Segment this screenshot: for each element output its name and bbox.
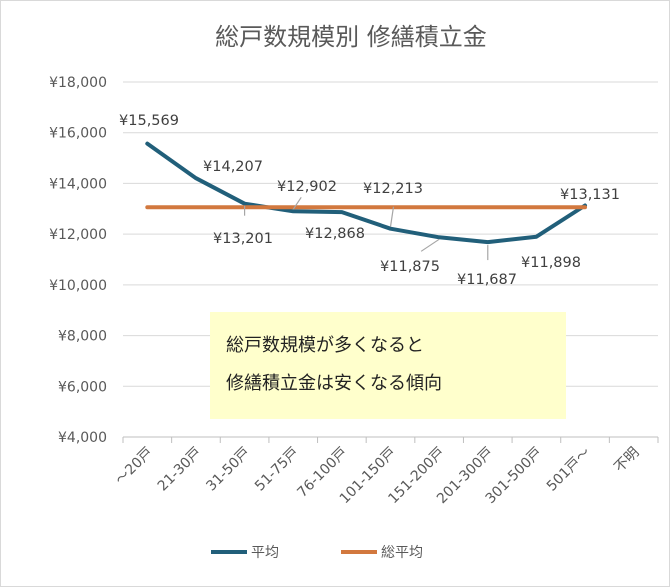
data-label: ¥12,902: [277, 179, 337, 195]
data-label: ¥11,687: [457, 272, 517, 288]
leader-line: [420, 238, 440, 252]
chart-title: 総戸数規模別 修繕積立金: [215, 23, 487, 51]
data-label: ¥13,201: [213, 231, 273, 247]
y-tick-label: ¥10,000: [49, 278, 107, 294]
y-tick-label: ¥4,000: [58, 430, 107, 446]
data-label: ¥12,213: [363, 181, 423, 197]
data-label: ¥11,898: [521, 255, 581, 271]
legend-label: 平均: [251, 545, 279, 561]
data-label: ¥15,569: [119, 113, 179, 129]
x-tick-label: 501戸～: [544, 445, 594, 495]
data-label: ¥12,868: [305, 226, 365, 242]
data-labels: ¥15,569 ¥14,207 ¥13,201 ¥12,902 ¥12,868 ¥12,2…: [119, 113, 620, 288]
leader-line: [389, 206, 395, 227]
x-tick-label: 51-75戸: [252, 445, 302, 495]
series: [145, 141, 587, 245]
leader-line: [292, 196, 302, 210]
y-tick-label: ¥14,000: [49, 176, 107, 192]
series-line-average: [145, 141, 587, 245]
x-tick-label: 21-30戸: [155, 445, 205, 495]
annotation-box: [210, 312, 566, 419]
y-tick-label: ¥18,000: [49, 75, 107, 91]
annotation-text: 総戸数規模が多くなると: [226, 335, 424, 356]
data-label: ¥14,207: [203, 159, 263, 175]
y-tick-label: ¥12,000: [49, 227, 107, 243]
x-tick-label: 不明: [611, 445, 642, 476]
y-tick-label: ¥6,000: [58, 379, 107, 395]
data-label: ¥13,131: [560, 187, 620, 203]
annotation-text: 修繕積立金は安くなる傾向: [226, 373, 442, 394]
x-tick-label: ～20戸: [112, 445, 156, 489]
legend: 平均 総平均: [211, 545, 423, 561]
legend-label: 総平均: [381, 545, 423, 561]
y-tick-label: ¥8,000: [58, 329, 107, 345]
axes: ¥4,000 ¥6,000 ¥8,000 ¥10,000 ¥12,000 ¥14,000 ¥…: [49, 75, 659, 507]
data-label: ¥11,875: [380, 259, 440, 275]
y-tick-label: ¥16,000: [49, 126, 107, 142]
leader-lines: [243, 196, 489, 261]
x-tick-label: 31-50戸: [203, 445, 253, 495]
